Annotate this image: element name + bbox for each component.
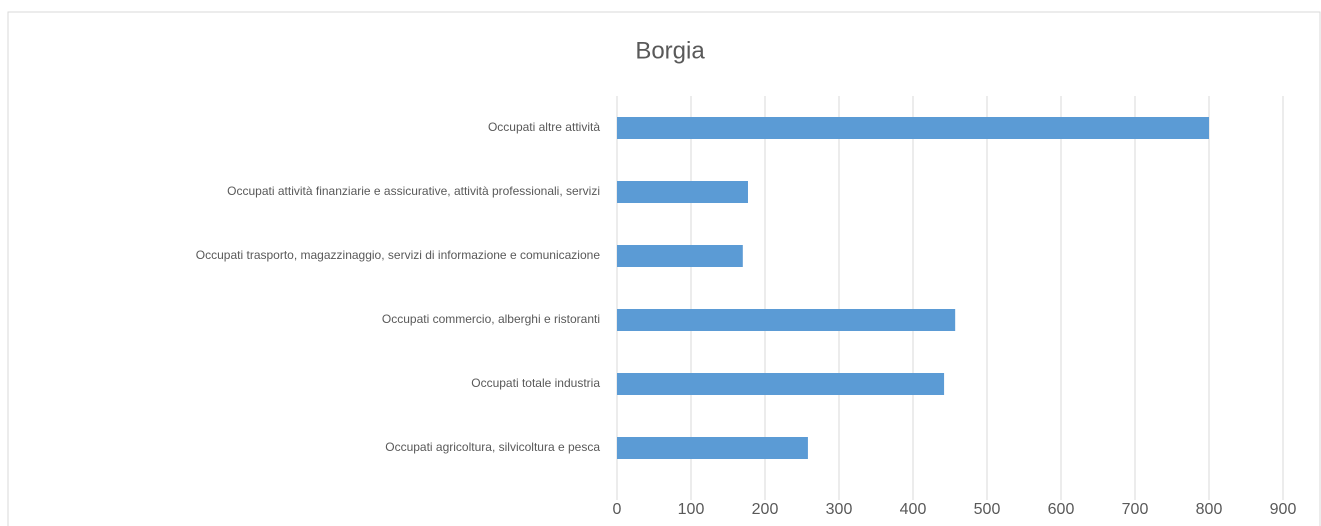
x-tick-label: 100 [678, 501, 705, 518]
x-tick-label: 200 [752, 501, 779, 518]
bar [617, 437, 808, 459]
x-tick-label: 400 [900, 501, 927, 518]
bar [617, 309, 956, 331]
bar [617, 181, 748, 203]
y-tick-label: Occupati altre attività [488, 120, 600, 134]
y-tick-label: Occupati agricoltura, silvicoltura e pes… [385, 440, 600, 454]
x-tick-label: 500 [974, 501, 1001, 518]
y-tick-label: Occupati trasporto, magazzinaggio, servi… [196, 248, 601, 262]
x-tick-label: 300 [826, 501, 853, 518]
x-tick-label: 700 [1122, 501, 1149, 518]
x-tick-label: 600 [1048, 501, 1075, 518]
bar [617, 117, 1209, 139]
x-tick-label: 900 [1270, 501, 1297, 518]
bar [617, 373, 945, 395]
bar [617, 245, 743, 267]
x-tick-label: 800 [1196, 501, 1223, 518]
y-tick-label: Occupati commercio, alberghi e ristorant… [382, 312, 600, 326]
y-tick-label: Occupati attività finanziarie e assicura… [227, 184, 600, 198]
y-tick-label: Occupati totale industria [471, 376, 600, 390]
chart-title: Borgia [635, 37, 705, 64]
x-tick-label: 0 [613, 501, 622, 518]
